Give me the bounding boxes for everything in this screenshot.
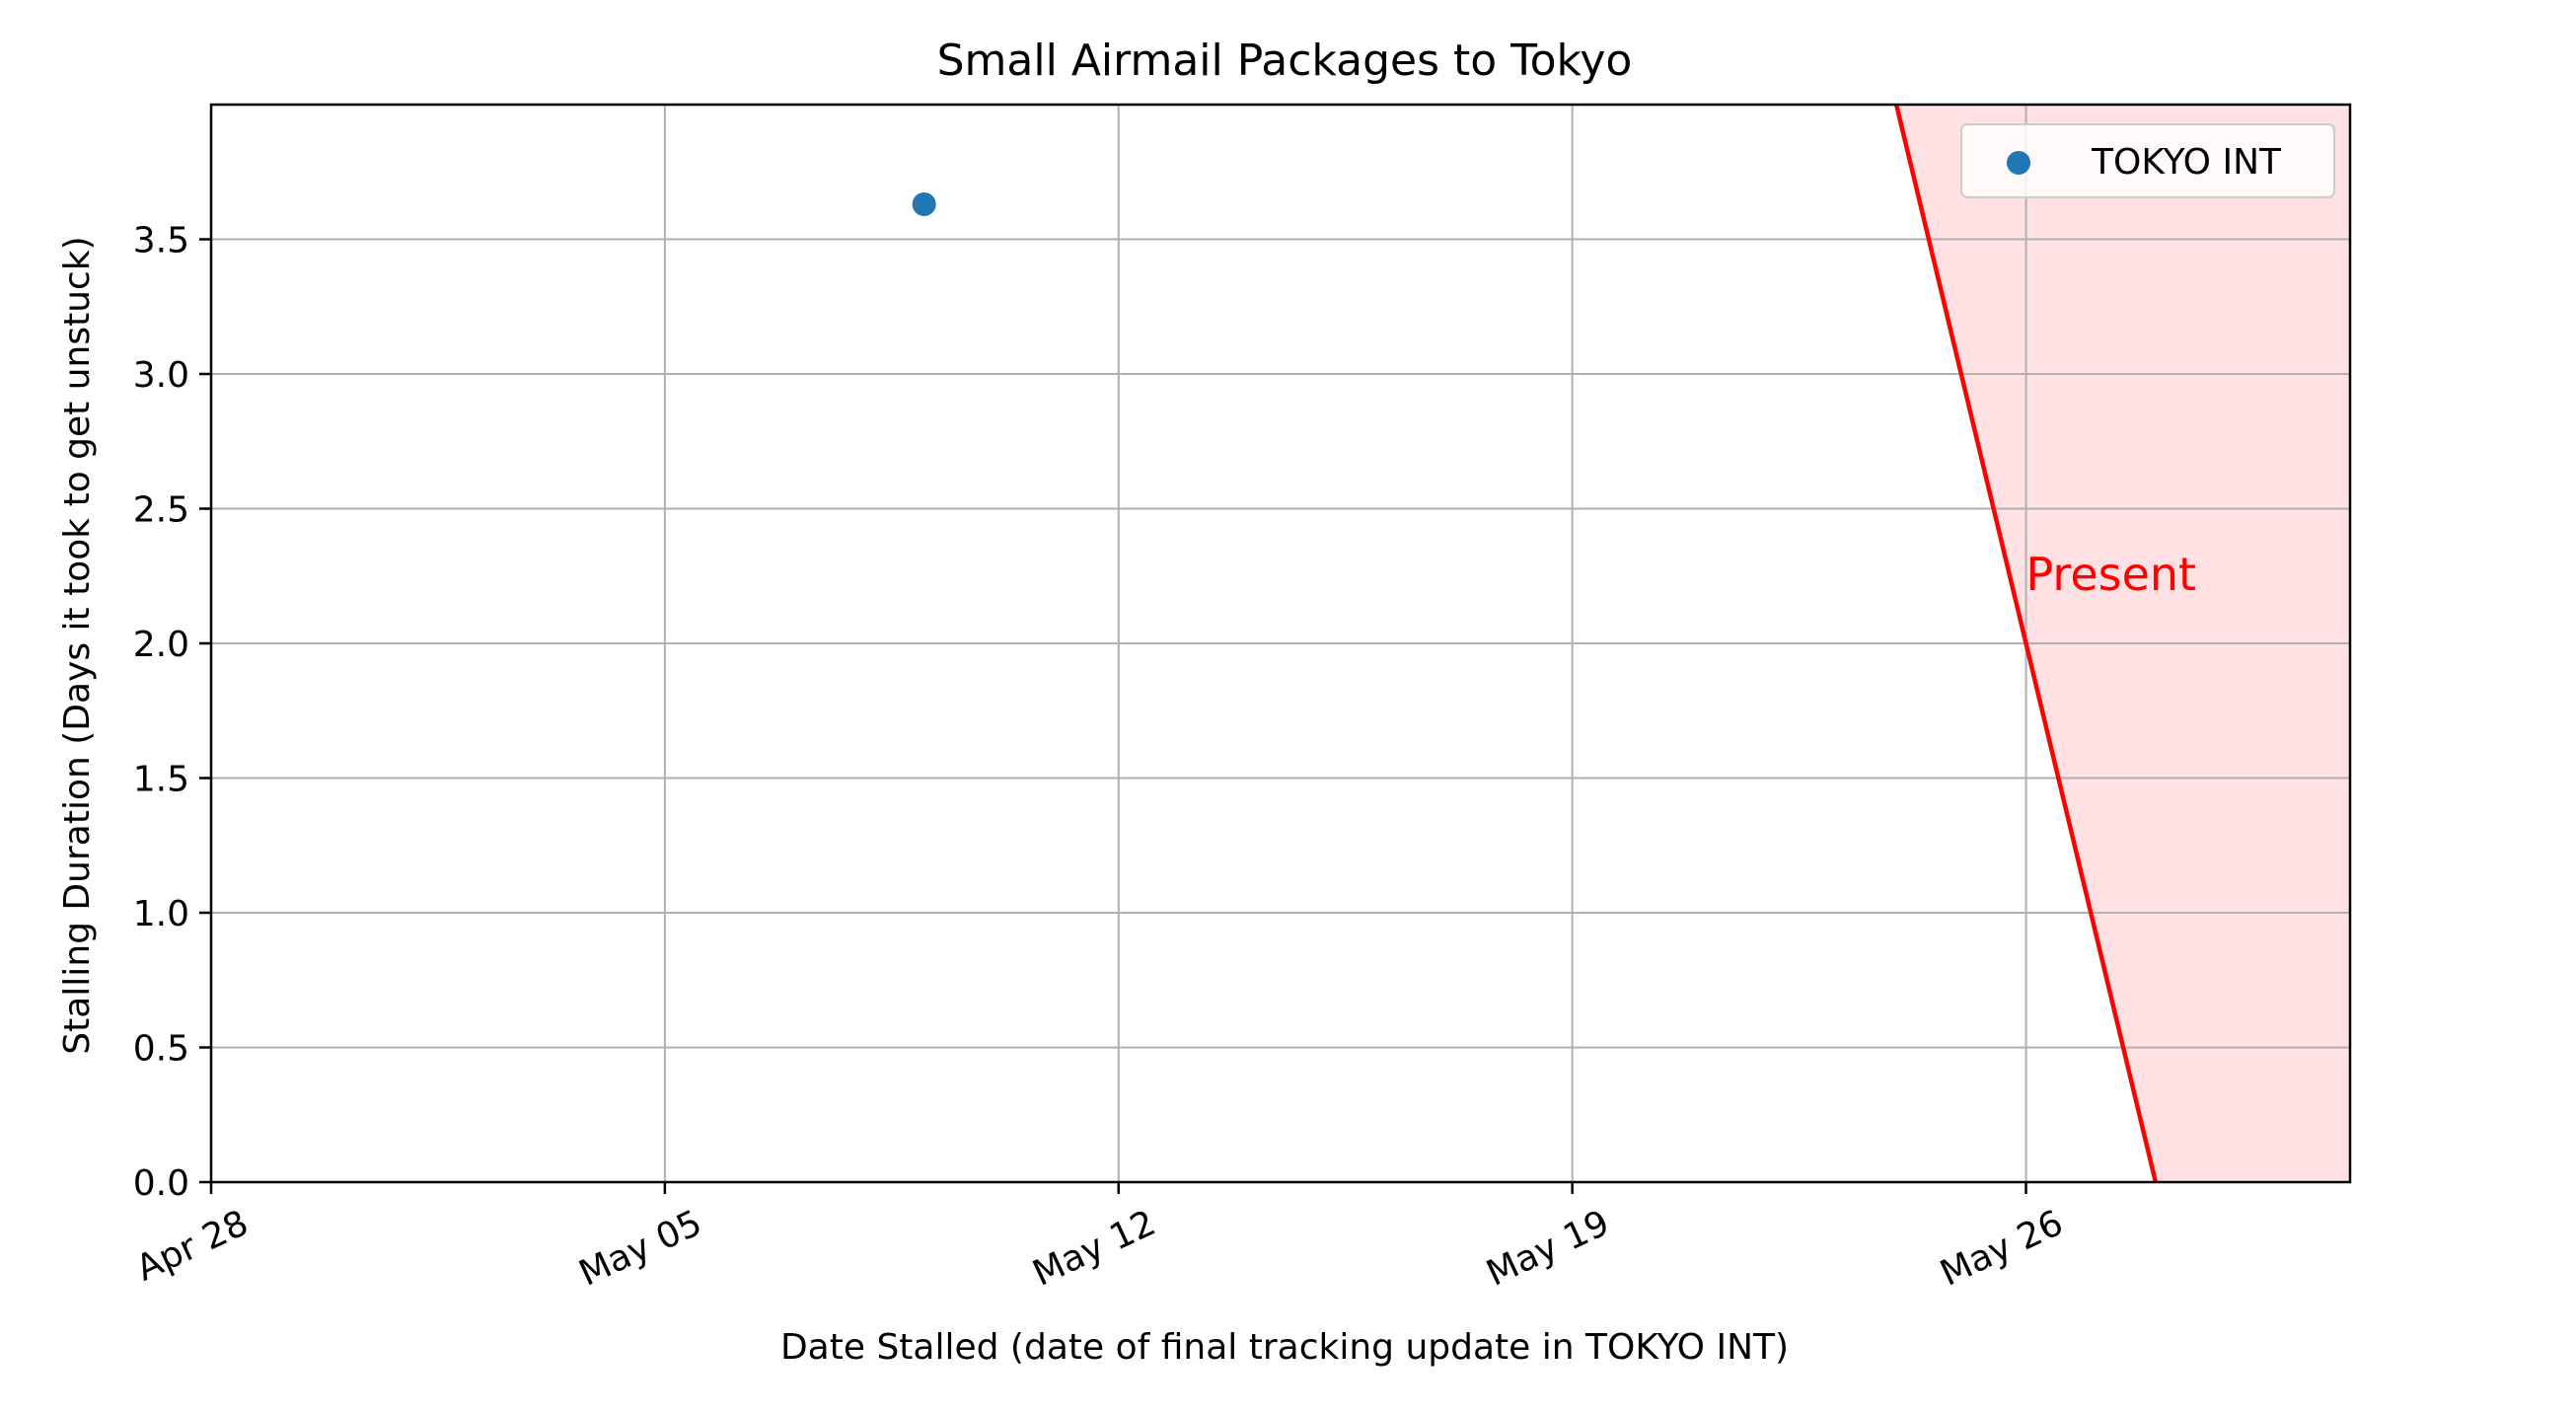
y-tick-label: 0.5: [133, 1029, 189, 1070]
grid-layer: [210, 105, 2350, 1183]
legend-marker: [2007, 151, 2030, 175]
scatter-points-layer: [912, 192, 936, 217]
x-axis-label: Date Stalled (date of final tracking upd…: [780, 1327, 1789, 1368]
present-label: Present: [2026, 548, 2197, 601]
y-tick-label: 1.5: [133, 760, 189, 800]
y-tick-label: 1.0: [133, 894, 189, 934]
y-tick-label: 3.0: [133, 355, 189, 396]
y-tick-label: 0.0: [133, 1163, 189, 1204]
y-tick-label: 2.0: [133, 625, 189, 665]
x-ticks-layer: Apr 28 May 05 May 12 May 19 May 26: [130, 1182, 2069, 1295]
y-ticks-layer: 0.0 0.5 1.0 1.5 2.0 2.5 3.0 3.5: [133, 221, 211, 1204]
legend-label: TOKYO INT: [2091, 142, 2282, 183]
chart-title: Small Airmail Packages to Tokyo: [937, 36, 1633, 86]
x-tick-label: May 12: [1027, 1203, 1162, 1295]
data-point: [912, 192, 936, 217]
x-tick-label: Apr 28: [130, 1203, 255, 1290]
x-tick-label: May 26: [1935, 1203, 2070, 1295]
y-tick-label: 3.5: [133, 221, 189, 261]
legend: TOKYO INT: [1960, 123, 2335, 198]
x-tick-label: May 05: [573, 1203, 708, 1295]
x-tick-label: May 19: [1481, 1203, 1616, 1295]
y-tick-label: 2.5: [133, 490, 189, 531]
y-axis-label: Stalling Duration (Days it took to get u…: [57, 236, 98, 1054]
present-line-layer: [1893, 104, 2159, 1183]
legend-box: [1960, 123, 2335, 198]
present-line: [1893, 104, 2159, 1183]
annotation-layer: Present: [2026, 548, 2197, 601]
